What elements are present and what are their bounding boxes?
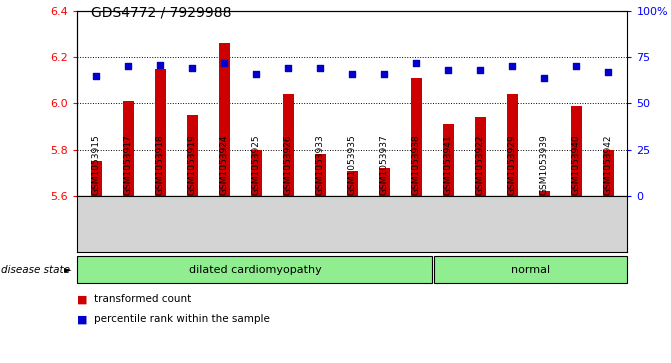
Point [91,73,102,78]
Bar [187,115,198,196]
Bar [570,106,582,196]
Point [539,75,550,81]
Point [219,60,229,66]
Bar [315,154,326,196]
Bar [77,256,432,284]
Point [379,71,390,77]
Text: transformed count: transformed count [94,294,191,305]
Point [411,60,421,66]
Text: GDS4772 / 7929988: GDS4772 / 7929988 [91,5,231,20]
Text: disease state: disease state [1,265,70,274]
Bar [474,117,486,196]
Bar [219,43,230,196]
Bar [91,161,102,196]
Bar [603,150,614,196]
Bar [507,94,518,196]
Bar [282,94,294,196]
Point [347,71,358,77]
Bar [539,191,550,196]
Point [187,65,198,71]
Bar [443,124,454,196]
Bar [411,78,422,196]
Point [283,65,294,71]
Point [603,69,613,75]
Point [315,65,325,71]
Point [123,64,134,69]
Text: dilated cardiomyopathy: dilated cardiomyopathy [189,265,321,274]
Text: ►: ► [64,265,71,274]
Point [475,67,486,73]
Text: percentile rank within the sample: percentile rank within the sample [94,314,270,325]
Point [251,71,262,77]
Bar [251,150,262,196]
Point [443,67,454,73]
Point [507,64,517,69]
Bar [155,69,166,196]
Text: normal: normal [511,265,550,274]
Text: ■: ■ [77,294,88,305]
Bar [123,101,134,196]
Bar [347,171,358,196]
Bar [378,168,390,196]
Point [571,64,582,69]
Text: ■: ■ [77,314,88,325]
Bar [434,256,627,284]
Point [155,62,166,68]
